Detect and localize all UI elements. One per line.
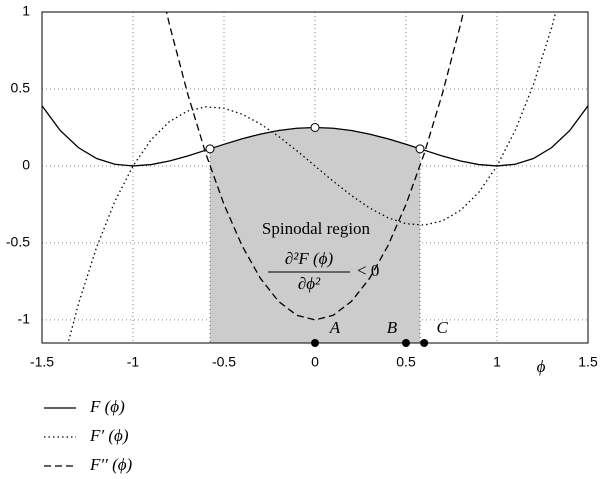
x-tick-label: 1 bbox=[493, 354, 501, 370]
x-tick-label: -1 bbox=[127, 354, 140, 370]
marker-circle bbox=[310, 122, 320, 132]
x-tick-label: 0 bbox=[311, 354, 319, 370]
legend-label: F (ϕ) bbox=[89, 397, 125, 416]
y-tick-label: -0.5 bbox=[6, 234, 30, 250]
formula-denominator: ∂ϕ² bbox=[298, 274, 321, 293]
x-tick-label: -1.5 bbox=[30, 354, 54, 370]
point-label: C bbox=[437, 318, 449, 337]
y-tick-label: 0.5 bbox=[11, 80, 31, 96]
formula-relation: < 0 bbox=[357, 261, 379, 280]
legend-label: F′ (ϕ) bbox=[89, 426, 129, 445]
x-tick-label: -0.5 bbox=[212, 354, 236, 370]
legend-label: F′′ (ϕ) bbox=[89, 455, 133, 474]
x-tick-label: 0.5 bbox=[396, 354, 416, 370]
formula-numerator: ∂²F (ϕ) bbox=[285, 249, 334, 268]
point-marker bbox=[402, 339, 410, 347]
x-axis-label: ϕ bbox=[537, 357, 546, 376]
x-tick-label: 1.5 bbox=[578, 354, 598, 370]
y-tick-label: -1 bbox=[18, 311, 31, 327]
marker-circle bbox=[205, 144, 215, 154]
marker-circle bbox=[415, 144, 425, 154]
point-marker bbox=[311, 339, 319, 347]
point-label: B bbox=[387, 318, 398, 337]
y-tick-label: 0 bbox=[22, 157, 30, 173]
y-tick-label: 1 bbox=[22, 3, 30, 19]
series-line bbox=[67, 12, 557, 343]
point-marker bbox=[420, 339, 429, 347]
point-label: A bbox=[329, 318, 341, 337]
annotation: Spinodal region bbox=[262, 219, 371, 238]
spinodal-region bbox=[209, 127, 421, 343]
